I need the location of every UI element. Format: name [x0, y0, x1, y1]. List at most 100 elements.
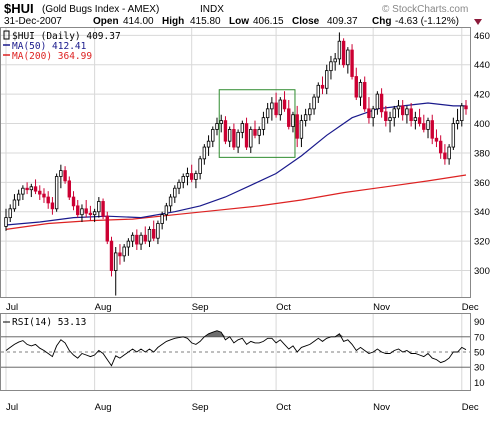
candle-body [291, 114, 295, 127]
candle-body [109, 240, 114, 271]
candle-body [379, 93, 384, 113]
rsi-line [5, 330, 467, 367]
candle-body [270, 102, 274, 110]
candle-body [274, 102, 278, 116]
month-label-top: Dec [462, 302, 479, 313]
candle-body [88, 212, 93, 216]
candle-body [12, 199, 17, 210]
candle-body [211, 129, 215, 142]
candle-body [21, 187, 25, 195]
candle-body [67, 180, 72, 198]
open-label: Open [93, 16, 119, 27]
candle-body [215, 123, 219, 130]
candle-body [438, 140, 443, 154]
candle-body [464, 105, 468, 110]
candle-body [46, 196, 50, 204]
candle-body [71, 196, 76, 207]
quote-date: 31-Dec-2007 [4, 16, 62, 27]
candle-body [244, 123, 249, 148]
rsi-tick-label: 50 [474, 348, 485, 359]
candle-body [122, 246, 126, 257]
candle-body [76, 205, 80, 216]
candle-body [92, 211, 97, 216]
rsi-axis: 10 30 50 70 90 [474, 317, 485, 389]
month-label-bottom: Nov [373, 402, 390, 413]
price-tick-label: 360 [474, 178, 490, 189]
candle-body [232, 129, 236, 148]
candle-body [350, 49, 354, 77]
legend-rsi: RSI(14) 53.13 [12, 317, 86, 328]
price-panel [0, 27, 471, 298]
candle-body [367, 108, 371, 119]
rsi-tick-label: 30 [474, 363, 485, 374]
candle-body [426, 120, 430, 130]
candle-body [329, 61, 333, 72]
candle-body [371, 108, 375, 119]
candle-body [105, 215, 109, 242]
close-value: 409.37 [327, 16, 358, 27]
candle-body [84, 208, 88, 214]
candle-body [143, 234, 147, 242]
candle-body [253, 129, 257, 136]
candle-body [177, 181, 181, 189]
candle-layer [4, 32, 468, 296]
candle-body [249, 129, 253, 148]
candle-body [257, 129, 261, 136]
candle-body [240, 123, 245, 133]
candle-body [164, 205, 169, 216]
candle-body [38, 190, 42, 195]
month-label-top: Jul [6, 302, 18, 313]
candle-body [261, 117, 266, 130]
candle-body [33, 186, 38, 192]
candle-body [206, 140, 211, 148]
candle-body [59, 170, 63, 177]
legend-price: $HUI (Daily) 409.37 [12, 31, 121, 42]
candle-body [396, 105, 401, 110]
price-tick-label: 460 [474, 31, 490, 42]
candle-body [434, 137, 439, 142]
candle-body [358, 81, 363, 98]
candle-body [135, 234, 139, 245]
candle-body [8, 208, 12, 219]
candle-body [25, 187, 29, 191]
legend-ma200: MA(200) 364.99 [12, 51, 92, 62]
candle-body [185, 173, 190, 177]
legend-swatch-price [3, 30, 10, 40]
candle-body [202, 146, 207, 160]
candle-body [236, 131, 240, 148]
candle-body [198, 158, 202, 174]
price-tick-label: 380 [474, 148, 490, 159]
collapse-arrow-icon[interactable] [474, 19, 482, 25]
candle-body [278, 99, 283, 116]
highlight-box-layer [218, 89, 296, 158]
candle-body [50, 202, 55, 210]
month-label-bottom: Jul [6, 402, 18, 413]
candle-body [118, 252, 122, 257]
month-label-bottom: Aug [95, 402, 112, 413]
candle-body [455, 120, 460, 124]
exchange: INDX [200, 4, 224, 15]
candle-body [316, 84, 320, 98]
candle-body [417, 117, 422, 124]
candle-body [295, 114, 299, 139]
candle-body [173, 187, 177, 198]
candle-body [430, 120, 434, 139]
chg-value: -4.63 (-1.12%) [395, 16, 459, 27]
month-label-bottom: Dec [462, 402, 479, 413]
candle-body [346, 49, 350, 66]
candle-body [363, 81, 367, 110]
month-label-bottom: Oct [276, 402, 291, 413]
candle-body [63, 170, 67, 182]
close-label: Close [292, 16, 320, 27]
watermark: © StockCharts.com [382, 4, 468, 15]
candle-body [80, 208, 84, 216]
candle-body [152, 228, 156, 239]
candle-body [147, 228, 152, 242]
month-label-bottom: Sep [192, 402, 209, 413]
candle-body [130, 234, 135, 242]
legend-ma50: MA(50) 412.41 [12, 41, 87, 52]
candle-body [422, 123, 426, 130]
high-value: 415.80 [190, 16, 221, 27]
candle-body [409, 108, 413, 122]
